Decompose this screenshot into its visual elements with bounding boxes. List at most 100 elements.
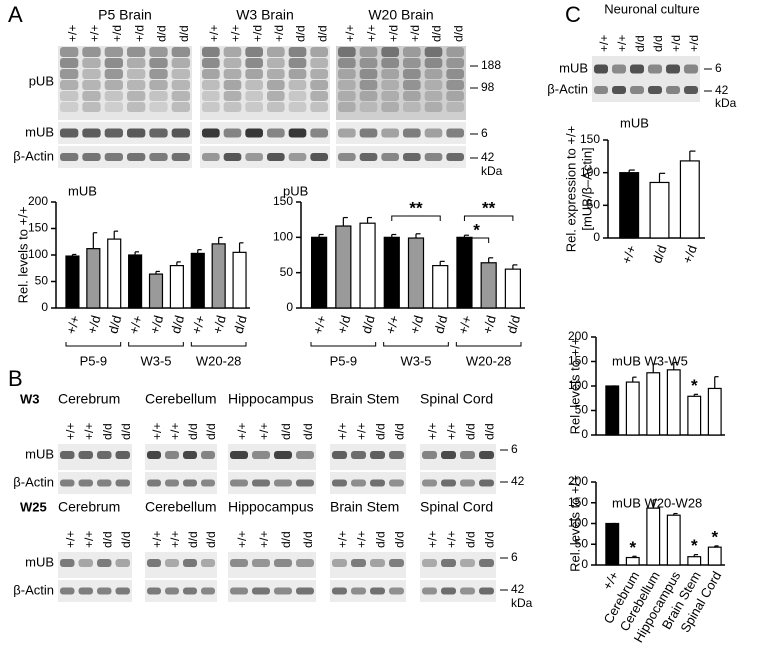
band xyxy=(127,47,146,57)
band xyxy=(666,64,680,74)
band xyxy=(245,128,263,138)
band xyxy=(338,153,356,161)
bar xyxy=(432,265,449,309)
y-axis-label: Rel. levels to +/+ xyxy=(15,207,30,304)
band xyxy=(441,479,456,487)
band xyxy=(370,479,385,487)
y-axis-label: Rel. levels to +/+ xyxy=(567,338,582,435)
lane-label: +/+ xyxy=(63,531,77,548)
x-tick-label: +/d xyxy=(480,314,499,336)
band xyxy=(149,69,168,79)
lane-label: d/d xyxy=(186,531,200,548)
blot xyxy=(145,580,217,602)
blot xyxy=(58,580,132,602)
band xyxy=(165,559,179,567)
y-axis-label: Rel. expression to +/+ xyxy=(563,126,578,252)
blot-title: Hippocampus xyxy=(228,499,314,515)
band xyxy=(171,47,190,57)
blot xyxy=(228,472,316,494)
band xyxy=(351,451,366,459)
lane-label: +/+ xyxy=(615,35,629,52)
band xyxy=(223,58,242,68)
band xyxy=(296,451,314,459)
band xyxy=(245,153,263,161)
band xyxy=(149,102,168,112)
band xyxy=(104,69,123,79)
lane-label: d/d xyxy=(464,531,478,548)
band xyxy=(230,587,248,595)
blot-title: Hippocampus xyxy=(228,391,314,407)
band xyxy=(60,559,75,567)
bar xyxy=(169,265,184,309)
band xyxy=(60,80,79,90)
band xyxy=(351,479,366,487)
band xyxy=(147,587,161,595)
chart-title: mUB W3-W5 xyxy=(612,353,688,368)
band xyxy=(223,69,242,79)
lane-label: d/d xyxy=(374,531,388,548)
band xyxy=(446,91,464,101)
group-label: P5-9 xyxy=(80,353,107,368)
lane-label: +/+ xyxy=(88,25,102,42)
band xyxy=(202,102,220,112)
lane-label: +/d xyxy=(669,35,683,52)
row-label: mUB xyxy=(559,60,588,75)
band xyxy=(338,91,356,101)
blot-title: P5 Brain xyxy=(98,7,152,23)
band xyxy=(82,69,101,79)
band xyxy=(245,58,263,68)
lane-label: +/+ xyxy=(65,25,79,42)
band xyxy=(104,58,123,68)
band xyxy=(267,47,285,57)
band xyxy=(60,47,79,57)
blot-title: W3 Brain xyxy=(236,7,294,23)
band xyxy=(165,587,179,595)
y-tick-label: 100 xyxy=(28,247,48,261)
band xyxy=(381,69,399,79)
bar xyxy=(646,507,661,566)
band xyxy=(612,86,626,94)
band xyxy=(202,153,220,161)
band xyxy=(403,58,421,68)
band xyxy=(267,91,285,101)
band xyxy=(171,153,190,161)
band xyxy=(389,451,404,459)
blot xyxy=(330,472,406,494)
lane-label: +/+ xyxy=(150,423,164,440)
bar xyxy=(687,556,702,566)
significance-bracket xyxy=(391,215,441,221)
band xyxy=(288,102,307,112)
blot xyxy=(200,146,330,168)
lane-label: d/d xyxy=(177,25,191,42)
y-tick-label: 150 xyxy=(273,194,293,208)
band xyxy=(288,47,307,57)
y-tick-label: 150 xyxy=(568,354,588,368)
row-label: β-Actin xyxy=(547,81,588,96)
bar xyxy=(148,273,164,309)
band xyxy=(460,559,475,567)
band xyxy=(201,559,215,567)
band xyxy=(612,64,626,74)
band xyxy=(127,102,146,112)
lane-label: d/d xyxy=(155,25,169,42)
band xyxy=(446,153,464,161)
band xyxy=(201,451,215,459)
blot xyxy=(228,552,316,578)
band xyxy=(245,47,263,57)
band xyxy=(310,80,328,90)
lane-label: d/d xyxy=(301,531,315,548)
band xyxy=(422,479,437,487)
band xyxy=(267,102,285,112)
blot xyxy=(420,580,496,602)
group-bracket xyxy=(65,342,122,347)
band xyxy=(288,91,307,101)
band xyxy=(171,128,190,138)
lane-label: d/d xyxy=(483,423,497,440)
x-tick-label: +/+ xyxy=(455,314,474,336)
band xyxy=(446,128,464,138)
band xyxy=(424,58,443,68)
blot xyxy=(420,472,496,494)
band xyxy=(389,479,404,487)
lane-label: +/+ xyxy=(257,531,271,548)
group-bracket xyxy=(190,342,247,347)
